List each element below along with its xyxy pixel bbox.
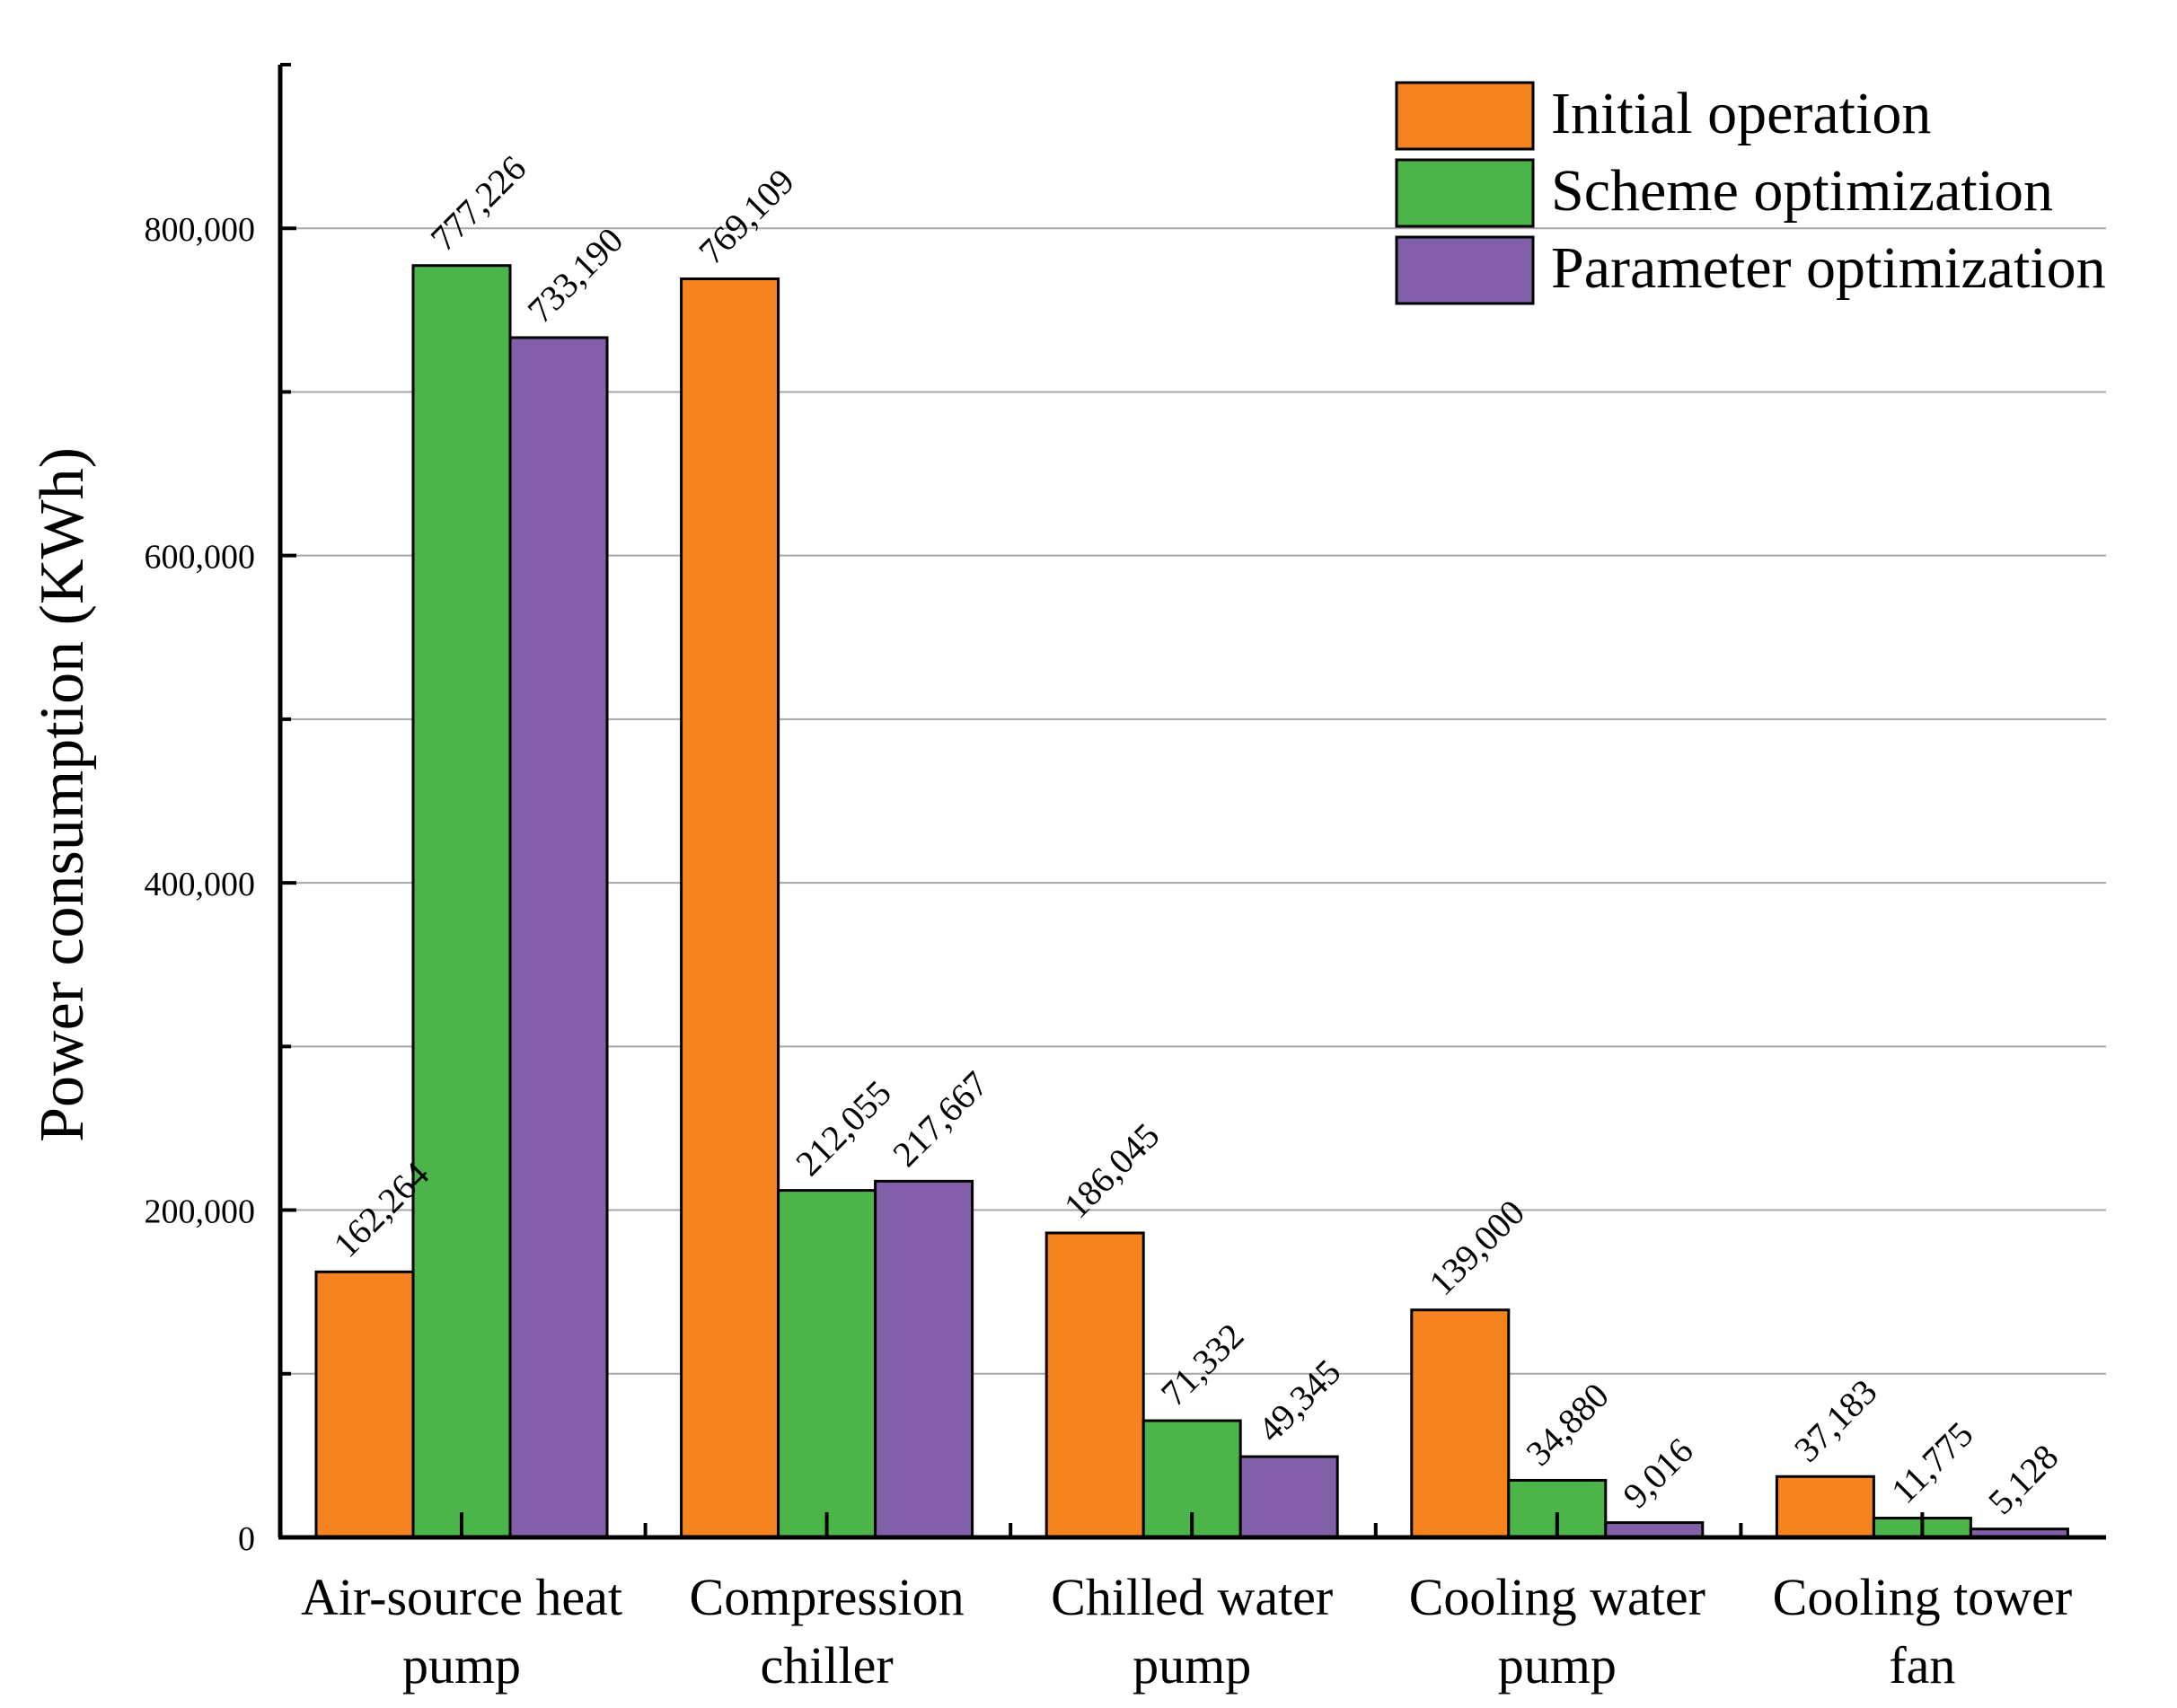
bar-2-1 (411, 264, 512, 1539)
x-category-label-line: pump (402, 1636, 521, 1695)
x-category-label-line: Air-source heat (301, 1568, 622, 1626)
data-label: 37,183 (1786, 1371, 1885, 1470)
data-label: 49,345 (1250, 1351, 1349, 1450)
x-category-label: Chilled water pump (1051, 1568, 1333, 1695)
bar-1-2 (680, 277, 780, 1539)
x-category-label: Cooling tower fan (1773, 1568, 2072, 1695)
legend-label-1: Initial operation (1551, 81, 1931, 146)
y-tick-label: 600,000 (145, 539, 256, 577)
data-label: 217,667 (885, 1063, 996, 1175)
x-category-label: Compression chiller (690, 1568, 965, 1695)
x-category-label-line: pump (1133, 1636, 1251, 1695)
data-label: 9,016 (1615, 1430, 1700, 1515)
legend-label-2: Scheme optimization (1551, 158, 2053, 224)
bar-1-4 (1410, 1308, 1511, 1539)
axes: 0 200,000 400,000 600,000 800,000 Air-source … (145, 63, 2106, 1695)
data-label: 11,775 (1883, 1413, 1981, 1511)
bar-3-1 (508, 336, 609, 1539)
x-category-label-line: chiller (761, 1636, 894, 1695)
bar-3-2 (874, 1179, 974, 1539)
bar-1-1 (314, 1270, 415, 1539)
x-category-label-line: fan (1889, 1636, 1955, 1695)
x-category-label-line: pump (1498, 1636, 1617, 1695)
y-axis-label: Power consumption (KWh) (28, 447, 97, 1142)
legend-swatch-1 (1395, 81, 1535, 151)
bars (314, 264, 2069, 1539)
bar-2-2 (777, 1189, 877, 1539)
x-category-label-line: Compression (690, 1568, 965, 1626)
x-category-label: Air-source heat pump (301, 1568, 622, 1695)
data-label: 139,000 (1421, 1192, 1532, 1303)
x-category-label-line: Chilled water (1051, 1568, 1333, 1626)
y-tick-label: 0 (238, 1520, 255, 1558)
y-tick-label: 400,000 (145, 866, 256, 903)
bar-1-5 (1775, 1475, 1875, 1539)
data-label: 71,332 (1153, 1316, 1252, 1414)
legend-swatch-2 (1395, 158, 1535, 228)
legend: Initial operation Scheme optimization Para… (1395, 81, 2106, 305)
legend-swatch-3 (1395, 235, 1535, 305)
bar-1-3 (1044, 1231, 1145, 1539)
y-tick-label: 200,000 (145, 1193, 256, 1231)
bar-3-3 (1238, 1455, 1339, 1539)
x-category-label-line: Cooling tower (1773, 1568, 2072, 1626)
data-label: 769,109 (691, 161, 802, 272)
data-label: 34,880 (1518, 1375, 1617, 1474)
x-category-label: Cooling water pump (1409, 1568, 1705, 1695)
data-label: 212,055 (788, 1072, 899, 1184)
y-tick-label: 800,000 (145, 211, 256, 249)
legend-label-3: Parameter optimization (1551, 235, 2106, 301)
data-label: 5,128 (1980, 1437, 2066, 1522)
x-category-label-line: Cooling water (1409, 1568, 1705, 1626)
data-label: 733,190 (520, 220, 631, 331)
data-label: 777,226 (423, 147, 534, 259)
